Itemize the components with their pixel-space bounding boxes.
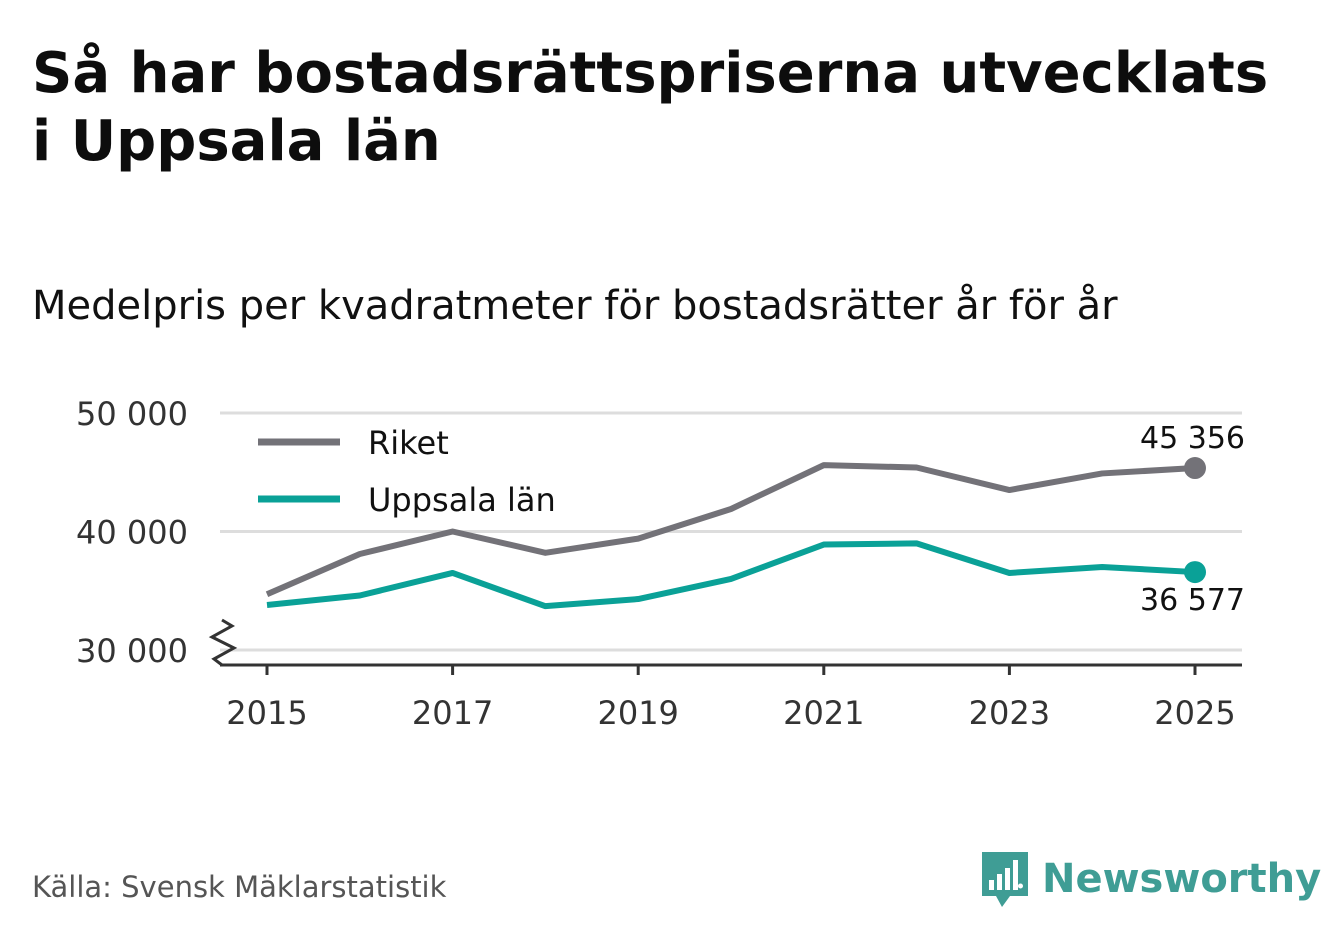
source-note: Källa: Svensk Mäklarstatistik [32,870,447,904]
x-tick-label: 2017 [412,694,493,732]
y-tick-label: 50 000 [76,395,188,433]
end-value-label-riket: 45 356 [1140,421,1245,456]
end-value-label-uppsala: 36 577 [1140,583,1245,618]
legend-label-riket: Riket [368,424,449,462]
x-tick-label: 2021 [783,694,864,732]
series-line-uppsala [266,540,1196,610]
brand-logo: Newsworthy [980,850,1321,908]
x-tick-label: 2015 [226,694,307,732]
series-end-point-uppsala [1184,561,1206,584]
x-tick-label: 2019 [597,694,678,732]
y-tick-label: 30 000 [76,632,188,670]
newsworthy-logo-icon [982,852,1028,907]
y-tick-label: 40 000 [76,514,188,552]
brand-name: Newsworthy [1042,856,1322,902]
legend-label-uppsala: Uppsala län [368,481,556,519]
x-tick-label: 2023 [969,694,1050,732]
chart-subtitle: Medelpris per kvadratmeter för bostadsrä… [32,283,1118,329]
axis-break-icon [208,618,238,667]
chart-title: Så har bostadsrättspriserna utvecklats i… [32,41,1269,174]
legend-background [248,415,588,530]
x-tick-label: 2025 [1154,694,1235,732]
series-end-point-riket [1184,457,1206,480]
series-line-riket [265,462,1196,598]
